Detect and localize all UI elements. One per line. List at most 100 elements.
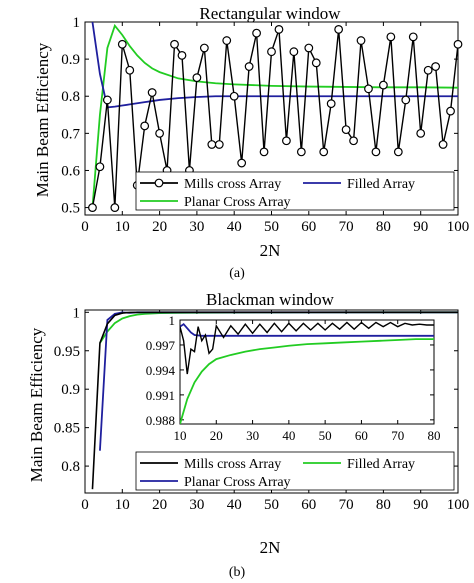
a-mills-point	[356, 36, 366, 45]
a-ytick-label: 0.7	[61, 126, 80, 142]
a-mills-point	[237, 158, 247, 168]
a-mills-point	[192, 73, 202, 83]
a-planar-series-line	[91, 23, 458, 208]
panel-b-plot: 0 10 20 30 40 50 60 70 80 90 100 0.8 0.85 0.9 0.95 1 10 2…	[54, 305, 470, 513]
a-mills-point	[446, 106, 455, 116]
a-mills-point	[438, 140, 448, 149]
a-mills-point	[102, 95, 112, 105]
a-mills-point	[177, 51, 187, 60]
a-legend-label: Mills cross Array	[184, 177, 281, 192]
a-ytick-label: 0.9	[61, 52, 80, 68]
a-mills-point	[199, 43, 209, 53]
b-inset-xtick-label: 10	[174, 428, 187, 443]
a-mills-point	[371, 147, 381, 157]
b-xtick-label: 80	[376, 497, 391, 513]
b-inset-ytick-label: 1	[169, 313, 176, 328]
a-xtick-label: 70	[339, 219, 354, 235]
a-mills-point	[393, 147, 403, 157]
a-mills-point	[274, 25, 284, 34]
b-inset-xtick-label: 40	[282, 428, 295, 443]
a-mills-point	[110, 203, 120, 212]
b-ytick-label: 0.9	[61, 382, 80, 398]
a-mills-point	[431, 62, 441, 71]
a-mills-point	[244, 62, 254, 71]
panel-b-caption: (b)	[229, 565, 246, 580]
a-mills-point	[296, 147, 306, 157]
b-xtick-label: 40	[227, 497, 242, 513]
a-xtick-label: 50	[264, 219, 279, 235]
a-ytick-label: 0.6	[61, 163, 80, 179]
b-legend-box	[135, 451, 455, 491]
b-inset-planar-series-line	[180, 322, 434, 337]
b-xtick-label: 60	[301, 497, 316, 513]
a-mills-point	[117, 39, 127, 49]
b-inset-ytick-label: 0.997	[146, 338, 176, 353]
b-legend: Mills cross Array Filled Array Planar Cros…	[135, 451, 455, 491]
a-mills-point	[214, 140, 224, 149]
a-mills-point	[311, 58, 321, 68]
b-inset-mills-series-line	[180, 321, 434, 375]
a-mills-point	[386, 32, 396, 42]
a-mills-point	[140, 121, 150, 131]
a-mills-point	[379, 80, 388, 90]
a-legend-label: Filled Array	[347, 177, 415, 192]
panel-b: Blackman window 0 10 20 30 40 50 60 70 80 90 100 0.…	[27, 290, 469, 580]
a-mills-point	[349, 136, 358, 146]
a-mills-point	[304, 43, 314, 53]
a-mills-point	[364, 84, 373, 94]
b-xtick-label: 20	[152, 497, 167, 513]
b-legend-label: Filled Array	[347, 457, 415, 472]
a-xtick-label: 0	[81, 219, 89, 235]
a-xtick-label: 20	[152, 219, 167, 235]
a-mills-point	[282, 136, 291, 146]
b-xtick-label: 50	[264, 497, 279, 513]
b-inset-ytick-label: 0.994	[146, 363, 176, 378]
b-inset-ytick-label: 0.988	[146, 413, 175, 428]
b-legend-label: Planar Cross Array	[184, 475, 291, 490]
a-mills-point	[155, 128, 165, 138]
a-xtick-label: 100	[447, 219, 470, 235]
panel-a-ylabel: Main Beam Efficiency	[33, 42, 52, 197]
b-inset-xtick-label: 80	[428, 428, 441, 443]
a-mills-point	[88, 203, 97, 212]
a-legend-label: Planar Cross Array	[184, 195, 291, 210]
panel-b-ylabel: Main Beam Efficiency	[27, 327, 46, 482]
a-mills-point	[416, 128, 426, 138]
a-mills-point	[401, 95, 411, 105]
panel-a-title: Rectangular window	[199, 4, 341, 23]
a-legend-marker	[154, 178, 164, 188]
b-inset-xtick-label: 20	[210, 428, 223, 443]
b-inset-xtick-label: 30	[246, 428, 259, 443]
a-mills-point	[170, 39, 179, 49]
a-mills-point	[423, 65, 433, 75]
panel-b-title: Blackman window	[206, 290, 335, 309]
a-filled-series-line	[91, 22, 458, 109]
panel-b-xlabel: 2N	[260, 538, 281, 557]
b-ytick-label: 1	[73, 305, 81, 321]
a-mills-point	[453, 39, 463, 49]
b-xtick-label: 0	[81, 497, 89, 513]
a-mills-point	[147, 88, 157, 97]
a-mills-series-line	[91, 29, 458, 208]
panel-a: Rectangular window 0 10 20 30 40 50 60 70 80 90 10…	[33, 4, 469, 281]
a-mills-point	[319, 147, 329, 157]
a-ytick-label: 0.8	[61, 89, 80, 105]
a-mills-point	[95, 162, 105, 172]
a-xtick-label: 30	[189, 219, 204, 235]
b-inset: 10 20 30 40 50 60 70 80 0.988 0.991 0.994 0.997 1	[146, 313, 441, 443]
a-mills-point	[207, 140, 217, 149]
b-legend-label: Mills cross Array	[184, 457, 281, 472]
a-xtick-label: 80	[376, 219, 391, 235]
panel-a-xlabel: 2N	[260, 241, 281, 260]
a-xtick-label: 40	[227, 219, 242, 235]
a-ytick-label: 0.5	[61, 201, 80, 217]
b-ytick-label: 0.95	[54, 344, 80, 360]
a-mills-point	[125, 65, 135, 75]
a-mills-point	[222, 36, 232, 45]
a-mills-point	[229, 91, 239, 101]
b-inset-axes-box	[179, 319, 435, 425]
b-inset-filled-series-line	[180, 338, 434, 424]
a-mills-point	[259, 147, 269, 157]
b-inset-xtick-label: 50	[319, 428, 332, 443]
